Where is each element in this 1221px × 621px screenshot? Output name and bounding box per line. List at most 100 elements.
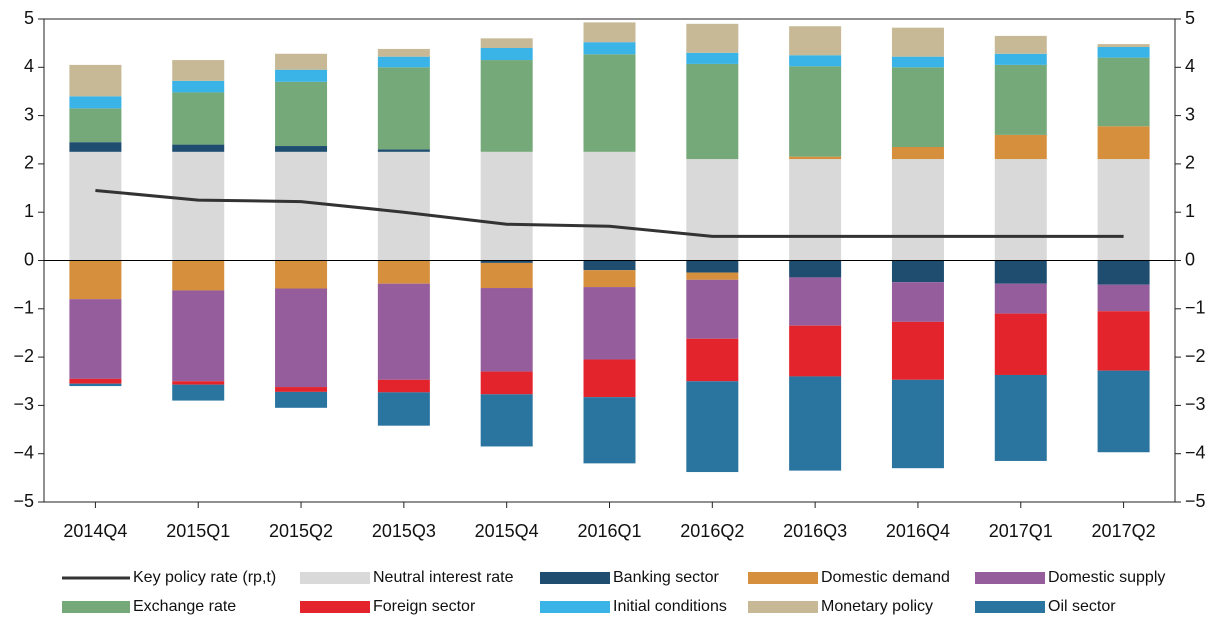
bar-segment: [69, 151, 122, 261]
bar-segment: [275, 387, 328, 392]
bar-segment: [69, 378, 122, 384]
x-tick-label: 2016Q2: [680, 521, 744, 541]
bar-segment: [480, 371, 533, 395]
y-tick-label: −4: [13, 442, 34, 462]
bar-segment: [583, 260, 636, 271]
legend-label: Domestic demand: [821, 569, 950, 586]
bar-segment: [172, 151, 225, 261]
bar-segment: [1097, 370, 1150, 453]
legend-swatch: [975, 601, 1045, 613]
bar-segment: [377, 67, 430, 150]
bar-segment: [686, 260, 739, 273]
y2-tick-label: 5: [1185, 8, 1195, 28]
y2-tick-label: 2: [1185, 153, 1195, 173]
bar-segment: [377, 149, 430, 152]
legend-swatch: [300, 572, 370, 584]
y-tick-label: 4: [24, 56, 34, 76]
bar-segment: [686, 272, 739, 280]
y2-tick-label: 0: [1185, 249, 1195, 269]
bar-segment: [994, 35, 1047, 54]
y-tick-label: 3: [24, 104, 34, 124]
y-tick-label: −1: [13, 298, 34, 318]
legend-label: Key policy rate (rp,t): [133, 569, 276, 586]
y2-tick-label: −4: [1185, 442, 1206, 462]
bar-segment: [789, 159, 842, 261]
bar-segment: [891, 56, 944, 68]
bar-segment: [1097, 260, 1150, 285]
bar-segment: [172, 92, 225, 145]
bar-segment: [377, 151, 430, 261]
bar-segment: [789, 260, 842, 278]
bar-segment: [480, 151, 533, 261]
bar-segment: [789, 26, 842, 56]
y-tick-label: 1: [24, 201, 34, 221]
bar-segment: [994, 313, 1047, 375]
bar-segment: [994, 134, 1047, 160]
bar-segment: [275, 69, 328, 82]
legend-label: Oil sector: [1048, 598, 1116, 615]
bar-segment: [69, 260, 122, 300]
bar-segment: [275, 260, 328, 289]
bar-segment: [377, 379, 430, 393]
bar-segment: [583, 54, 636, 152]
bar-segment: [583, 42, 636, 55]
y-tick-label: −5: [13, 491, 34, 511]
bar-segment: [69, 142, 122, 152]
x-tick-label: 2015Q1: [166, 521, 230, 541]
bar-segment: [69, 96, 122, 109]
bar-segment: [172, 80, 225, 93]
bar-segment: [686, 279, 739, 339]
bar-segment: [480, 288, 533, 372]
bar-segment: [172, 260, 225, 291]
bar-segment: [480, 38, 533, 48]
bar-segment: [480, 260, 533, 263]
bar-segment: [275, 53, 328, 70]
bar-segment: [583, 22, 636, 43]
x-tick-label: 2016Q1: [577, 521, 641, 541]
bar-segment: [789, 325, 842, 377]
bar-segment: [1097, 44, 1150, 48]
bar-segment: [69, 64, 122, 97]
bar-segment: [891, 146, 944, 160]
bar-segment: [891, 321, 944, 380]
bar-segment: [480, 394, 533, 447]
x-tick-label: 2015Q2: [269, 521, 333, 541]
bar-segment: [377, 48, 430, 57]
bar-segment: [994, 53, 1047, 65]
y-tick-label: −3: [13, 394, 34, 414]
legend-label: Exchange rate: [133, 598, 236, 615]
bar-segment: [275, 288, 328, 388]
bar-segment: [377, 56, 430, 68]
bar-segment: [69, 383, 122, 387]
legend-swatch: [540, 601, 610, 613]
y-tick-label: 2: [24, 153, 34, 173]
bar-segment: [480, 262, 533, 289]
bar-segment: [789, 277, 842, 326]
y-tick-label: −2: [13, 346, 34, 366]
bar-segment: [583, 151, 636, 261]
bar-segment: [583, 270, 636, 288]
x-tick-label: 2016Q4: [886, 521, 950, 541]
legend-label: Initial conditions: [613, 598, 727, 615]
y2-tick-label: −5: [1185, 491, 1206, 511]
bar-segment: [686, 52, 739, 64]
x-tick-label: 2014Q4: [63, 521, 127, 541]
bar-segment: [1097, 126, 1150, 160]
bar-segment: [891, 27, 944, 57]
bar-segment: [994, 283, 1047, 314]
bar-segment: [275, 391, 328, 408]
bar-segment: [891, 260, 944, 283]
bar-segment: [172, 60, 225, 81]
y2-tick-label: 3: [1185, 104, 1195, 124]
bar-segment: [994, 374, 1047, 461]
bar-segment: [480, 47, 533, 61]
bar-segment: [172, 384, 225, 401]
x-tick-label: 2015Q3: [372, 521, 436, 541]
legend-label: Foreign sector: [373, 598, 476, 615]
bar-segment: [891, 67, 944, 147]
line-series: [95, 188, 1124, 238]
bar-segment: [275, 151, 328, 261]
bar-segment: [1097, 284, 1150, 312]
bar-segment: [1097, 47, 1150, 58]
